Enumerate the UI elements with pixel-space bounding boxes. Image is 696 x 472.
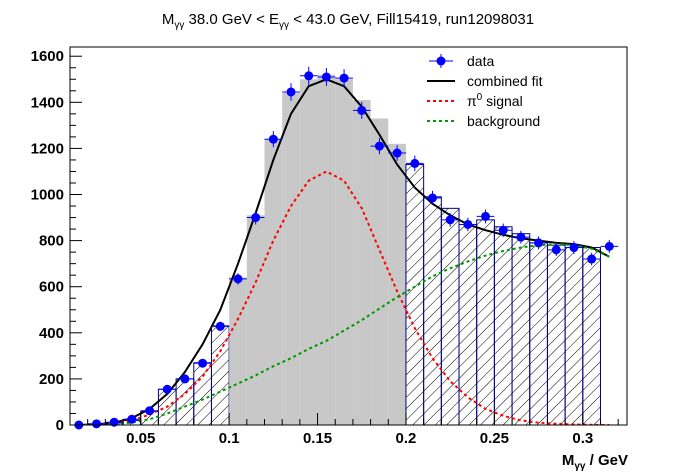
data-points bbox=[70, 66, 619, 430]
data-point bbox=[251, 213, 261, 223]
y-tick-label: 1000 bbox=[31, 187, 64, 204]
data-point bbox=[569, 243, 579, 253]
data-point bbox=[304, 71, 314, 81]
histogram-bar bbox=[299, 79, 318, 425]
title-main: M bbox=[162, 11, 175, 28]
histogram-bar bbox=[317, 74, 336, 425]
legend: data combined fit π0 signal background bbox=[427, 53, 543, 129]
histogram-bar bbox=[264, 139, 283, 425]
data-point bbox=[339, 73, 349, 83]
x-axis-title-sub: γγ bbox=[574, 461, 586, 472]
data-point bbox=[374, 141, 384, 151]
data-point bbox=[587, 254, 597, 264]
y-tick-label: 200 bbox=[39, 371, 64, 388]
histogram-bar bbox=[546, 244, 566, 425]
legend-marker bbox=[436, 56, 446, 66]
histogram-bar bbox=[282, 93, 300, 425]
title-mid-sub: γγ bbox=[279, 20, 289, 31]
x-tick-label: 0.3 bbox=[572, 430, 593, 447]
data-point bbox=[534, 238, 544, 248]
title-tail: < 43.0 GeV, Fill15419, run12098031 bbox=[289, 11, 534, 28]
histogram-bar bbox=[388, 143, 406, 425]
histogram-bar bbox=[582, 247, 601, 425]
data-point bbox=[145, 406, 155, 416]
histogram-bar bbox=[423, 196, 442, 425]
histogram-bar bbox=[370, 118, 389, 425]
data-point bbox=[215, 321, 225, 331]
x-axis-title-main: M bbox=[562, 452, 575, 469]
legend-label-sup: 0 bbox=[477, 92, 483, 103]
x-tick-label: 0.15 bbox=[303, 430, 332, 447]
data-point bbox=[392, 148, 402, 158]
histogram-bar bbox=[529, 242, 548, 425]
histogram bbox=[87, 74, 601, 425]
histogram-bar bbox=[175, 378, 195, 425]
histogram-bar bbox=[564, 247, 584, 425]
y-tick-label: 600 bbox=[39, 279, 64, 296]
legend-label: π0 signal bbox=[467, 92, 523, 109]
data-point bbox=[286, 87, 296, 97]
x-tick-label: 0.25 bbox=[480, 430, 509, 447]
plot-frame bbox=[69, 46, 628, 426]
data-point bbox=[127, 414, 137, 424]
x-tick-label: 0.1 bbox=[219, 430, 240, 447]
data-point bbox=[92, 419, 102, 429]
data-point bbox=[445, 215, 455, 225]
histogram-bar bbox=[246, 215, 265, 425]
data-point bbox=[463, 219, 473, 229]
legend-label: data bbox=[467, 53, 494, 69]
data-point bbox=[498, 225, 508, 235]
axes: 0.05 0.1 0.15 0.2 0.25 0.3 0 200 400 600 800 1000 12… bbox=[31, 48, 619, 447]
chart-title: Mγγ 38.0 GeV < Eγγ < 43.0 GeV, Fill15419… bbox=[162, 11, 534, 31]
x-axis-title-unit: / GeV bbox=[585, 452, 628, 469]
histogram-bar bbox=[458, 223, 478, 425]
data-point bbox=[109, 417, 119, 427]
histogram-bar bbox=[229, 277, 247, 425]
histogram-bar bbox=[193, 362, 212, 425]
y-tick-label: 1400 bbox=[31, 94, 64, 111]
histogram-bar bbox=[335, 79, 353, 425]
title-mid: 38.0 GeV < E bbox=[184, 11, 279, 28]
data-point bbox=[551, 245, 561, 255]
y-tick-label: 400 bbox=[39, 325, 64, 342]
histogram-bar bbox=[352, 100, 371, 425]
data-point bbox=[321, 72, 331, 82]
y-tick-label: 0 bbox=[56, 417, 64, 434]
legend-label-main: π bbox=[467, 93, 477, 109]
histogram-bar bbox=[405, 164, 425, 425]
y-tick-label: 1200 bbox=[31, 140, 64, 157]
histogram-bar bbox=[511, 233, 531, 425]
legend-label-tail: signal bbox=[482, 93, 522, 109]
data-point bbox=[604, 241, 614, 251]
legend-label: combined fit bbox=[467, 73, 543, 89]
histogram-bar bbox=[476, 219, 495, 425]
y-tick-label: 1600 bbox=[31, 48, 64, 65]
data-point bbox=[410, 158, 420, 168]
x-axis-title: Mγγ / GeV bbox=[562, 452, 628, 472]
legend-label: background bbox=[467, 113, 540, 129]
series-line bbox=[78, 243, 610, 425]
data-point bbox=[357, 105, 367, 115]
data-point bbox=[233, 274, 243, 284]
data-point bbox=[180, 374, 190, 384]
data-point bbox=[427, 193, 437, 203]
data-point bbox=[162, 384, 172, 394]
x-tick-label: 0.05 bbox=[126, 430, 155, 447]
x-tick-label: 0.2 bbox=[396, 430, 417, 447]
data-point bbox=[516, 232, 526, 242]
histogram-bar bbox=[440, 207, 460, 425]
histogram-bar bbox=[493, 226, 513, 425]
data-point bbox=[268, 134, 278, 144]
data-point bbox=[198, 358, 208, 368]
series-line bbox=[78, 170, 610, 425]
data-point bbox=[481, 211, 491, 221]
title-main-sub: γγ bbox=[174, 20, 184, 31]
y-tick-label: 800 bbox=[39, 233, 64, 250]
